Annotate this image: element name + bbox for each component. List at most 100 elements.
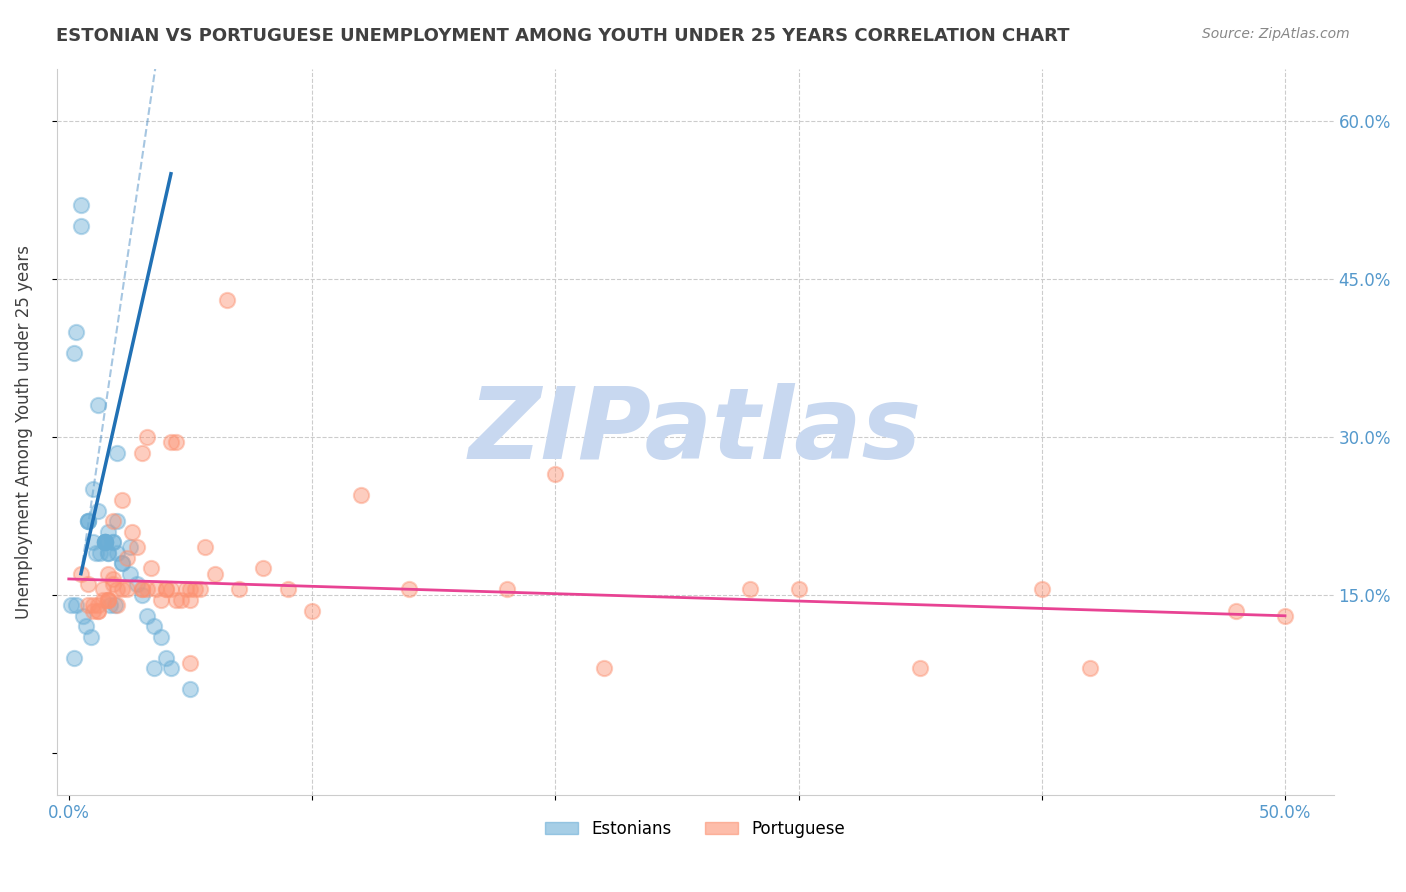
Point — [77, 514, 100, 528]
Point — [115, 550, 138, 565]
Point — [738, 582, 761, 597]
Point — [75, 619, 97, 633]
Point — [179, 682, 201, 697]
Point — [131, 588, 153, 602]
Point — [125, 577, 148, 591]
Point — [94, 535, 117, 549]
Point — [97, 546, 120, 560]
Point — [77, 514, 100, 528]
Point — [82, 603, 104, 617]
Point — [84, 546, 107, 560]
Point — [174, 582, 197, 597]
Point — [111, 556, 134, 570]
Point — [160, 582, 183, 597]
Point — [118, 541, 141, 555]
Point — [107, 445, 129, 459]
Point — [62, 651, 84, 665]
Point — [252, 561, 274, 575]
Point — [131, 582, 153, 597]
Point — [97, 593, 120, 607]
Point — [60, 599, 83, 613]
Point — [65, 325, 87, 339]
Point — [101, 535, 124, 549]
Point — [115, 582, 138, 597]
Point — [101, 535, 124, 549]
Point — [194, 541, 217, 555]
Point — [97, 546, 120, 560]
Point — [107, 546, 129, 560]
Point — [215, 293, 238, 307]
Point — [150, 593, 173, 607]
Point — [350, 488, 373, 502]
Point — [97, 566, 120, 581]
Point — [89, 546, 111, 560]
Point — [593, 661, 616, 675]
Point — [121, 524, 143, 539]
Point — [82, 535, 104, 549]
Y-axis label: Unemployment Among Youth under 25 years: Unemployment Among Youth under 25 years — [15, 244, 32, 619]
Point — [131, 582, 153, 597]
Point — [94, 535, 117, 549]
Point — [97, 524, 120, 539]
Point — [77, 577, 100, 591]
Point — [1225, 603, 1247, 617]
Point — [131, 445, 153, 459]
Point — [228, 582, 250, 597]
Point — [70, 566, 93, 581]
Point — [97, 593, 120, 607]
Point — [155, 651, 177, 665]
Point — [94, 535, 117, 549]
Point — [1031, 582, 1053, 597]
Point — [184, 582, 207, 597]
Point — [125, 541, 148, 555]
Point — [301, 603, 323, 617]
Point — [188, 582, 211, 597]
Text: Source: ZipAtlas.com: Source: ZipAtlas.com — [1202, 27, 1350, 41]
Point — [155, 582, 177, 597]
Point — [787, 582, 810, 597]
Point — [70, 198, 93, 212]
Point — [1080, 661, 1102, 675]
Point — [142, 619, 165, 633]
Point — [87, 503, 110, 517]
Point — [87, 398, 110, 412]
Point — [111, 493, 134, 508]
Point — [160, 435, 183, 450]
Point — [101, 572, 124, 586]
Point — [91, 582, 114, 597]
Point — [495, 582, 517, 597]
Point — [107, 582, 129, 597]
Point — [179, 593, 201, 607]
Point — [1274, 608, 1296, 623]
Point — [82, 599, 104, 613]
Point — [104, 599, 127, 613]
Point — [87, 599, 110, 613]
Point — [179, 582, 201, 597]
Point — [908, 661, 931, 675]
Text: ESTONIAN VS PORTUGUESE UNEMPLOYMENT AMONG YOUTH UNDER 25 YEARS CORRELATION CHART: ESTONIAN VS PORTUGUESE UNEMPLOYMENT AMON… — [56, 27, 1070, 45]
Point — [111, 556, 134, 570]
Text: ZIPatlas: ZIPatlas — [468, 383, 922, 480]
Point — [65, 599, 87, 613]
Point — [94, 535, 117, 549]
Point — [160, 661, 183, 675]
Point — [72, 608, 94, 623]
Point — [142, 661, 165, 675]
Point — [77, 514, 100, 528]
Point — [62, 345, 84, 359]
Point — [135, 608, 157, 623]
Point — [118, 566, 141, 581]
Point — [204, 566, 226, 581]
Point — [91, 593, 114, 607]
Point — [135, 430, 157, 444]
Point — [165, 593, 187, 607]
Point — [87, 603, 110, 617]
Legend: Estonians, Portuguese: Estonians, Portuguese — [538, 814, 852, 845]
Point — [94, 535, 117, 549]
Point — [150, 630, 173, 644]
Point — [94, 535, 117, 549]
Point — [141, 561, 163, 575]
Point — [398, 582, 420, 597]
Point — [77, 599, 100, 613]
Point — [98, 599, 121, 613]
